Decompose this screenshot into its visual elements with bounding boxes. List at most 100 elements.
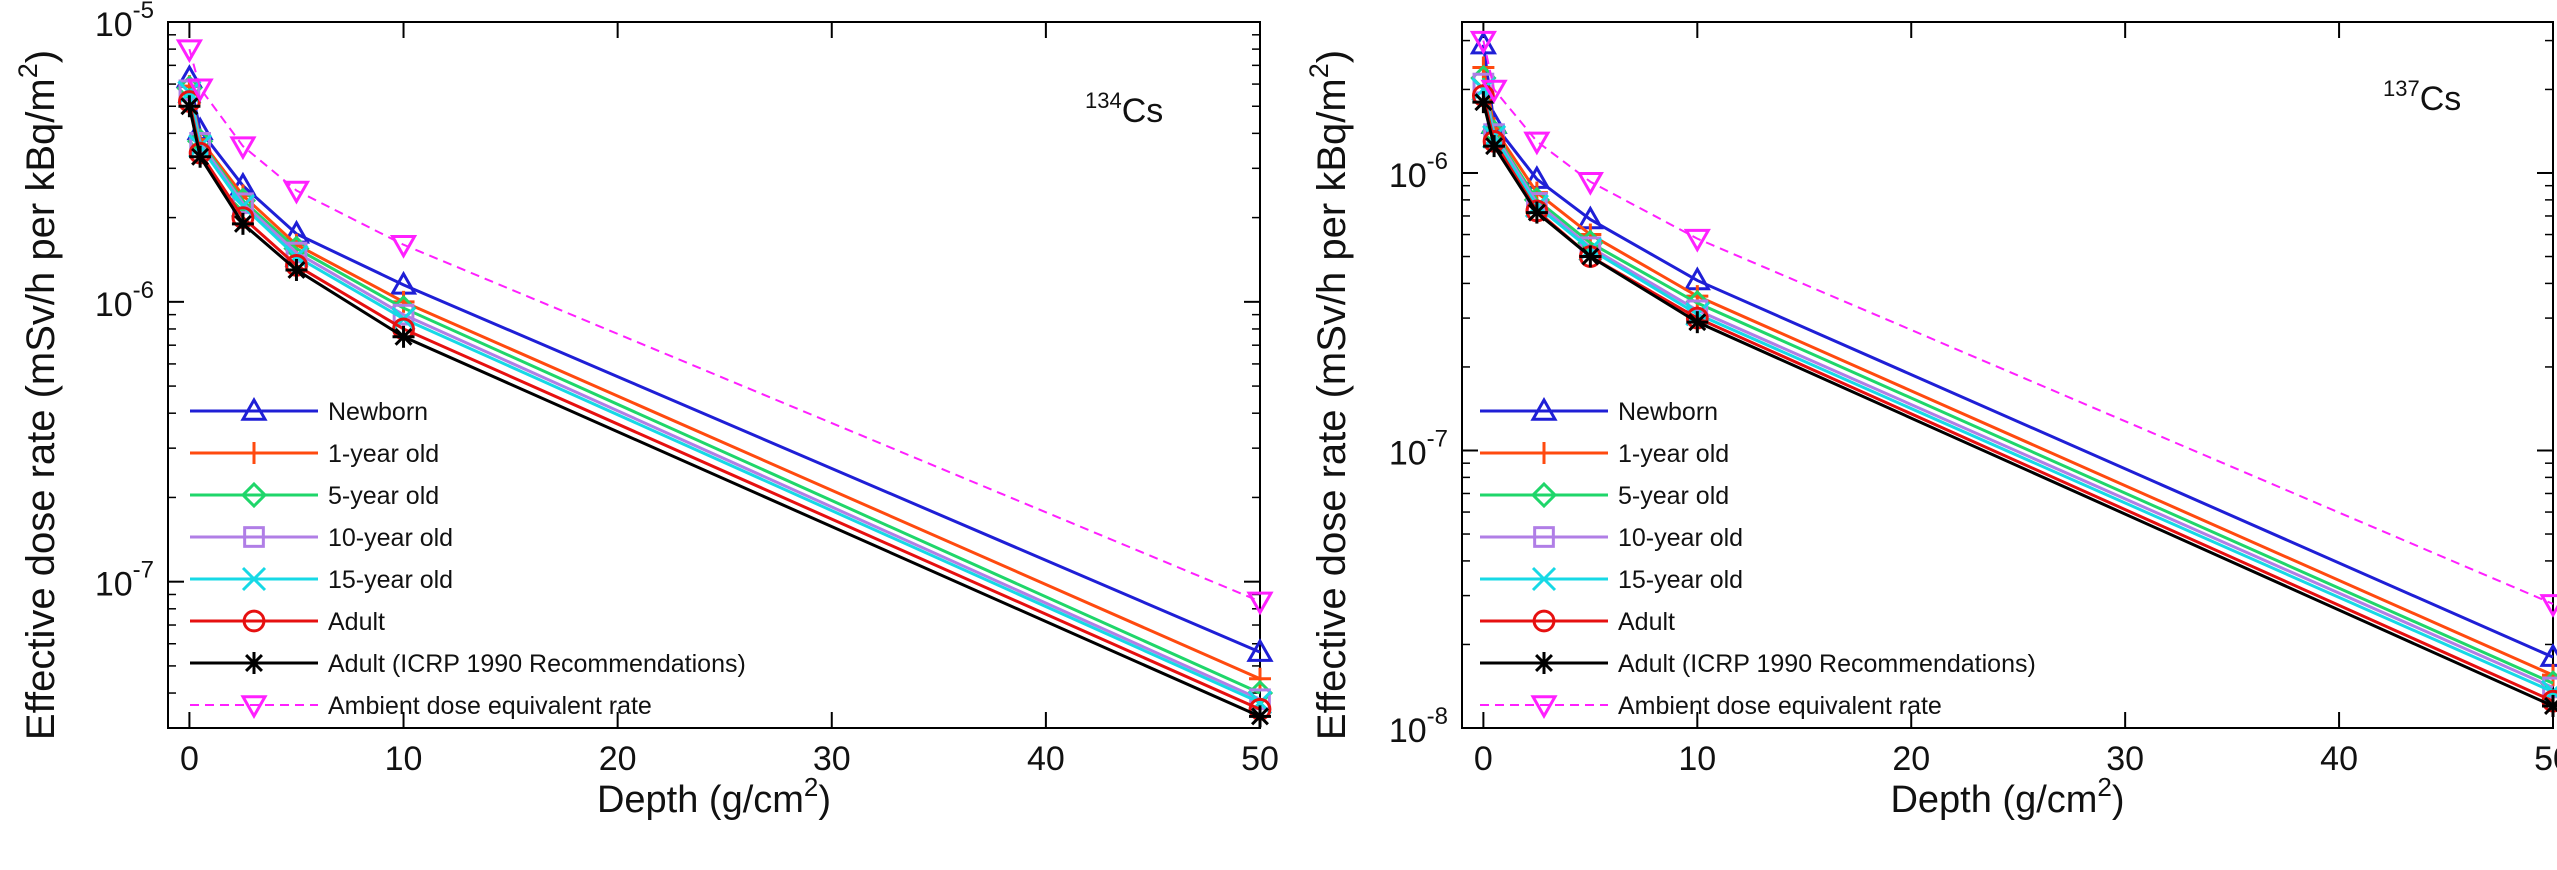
minor-ticks (1462, 39, 2553, 646)
y-tick-label: 10-7 (95, 557, 154, 604)
y-axis-title-text: Effective dose rate (mSv/h per kBq/m (1310, 78, 1354, 740)
plus-icon (243, 442, 265, 464)
legend-item: 15-year old (1480, 566, 1743, 594)
data-point-plus (1249, 667, 1271, 690)
series-8 (1469, 30, 2557, 618)
triangle-shape (186, 78, 214, 103)
x-b (1531, 566, 1557, 592)
triangle-shape (1530, 396, 1558, 421)
y-tick-exponent: -7 (1427, 425, 1448, 452)
x-axis-title-text: Depth (g/cm (1890, 779, 2097, 821)
ast-b (1251, 707, 1269, 726)
data-point-asterisk (1472, 91, 1495, 114)
x-icon (1531, 566, 1557, 592)
y-tick-exponent: -5 (133, 0, 154, 24)
y-axis-title: Effective dose rate (mSv/h per kBq/m2) (1304, 50, 1354, 740)
legend-label: Ambient dose equivalent rate (328, 692, 652, 720)
x-tick-label: 30 (2106, 740, 2144, 778)
triangle-shape (282, 180, 311, 205)
series-7 (178, 95, 1271, 728)
legend-label: 15-year old (328, 566, 453, 594)
series-line (188, 48, 1261, 603)
nuclide-symbol: Cs (2420, 80, 2462, 118)
nuclide-mass-number: 134 (1085, 88, 1122, 113)
x-axis-title-tail: ) (818, 779, 831, 821)
data-point-triangle-down (1246, 591, 1274, 616)
triangle-down-icon (240, 695, 268, 720)
x-tick-label: 20 (599, 740, 637, 778)
y-axis-title: Effective dose rate (mSv/h per kBq/m2) (13, 50, 63, 740)
circle-shape (242, 609, 266, 633)
data-point-asterisk (1525, 201, 1548, 224)
y-tick-exponent: -6 (1427, 148, 1448, 175)
diamond-shape (240, 481, 268, 509)
y-tick-base: 10 (1389, 434, 1427, 472)
data-point-triangle-down (175, 39, 203, 64)
y-tick-label: 10-6 (95, 277, 154, 324)
y-tick-label: 10-6 (1389, 148, 1448, 195)
x-axis-title-text: Depth (g/cm (597, 779, 804, 821)
ast-b (287, 260, 306, 279)
x-tick-label: 10 (1678, 740, 1716, 778)
legend-item: Ambient dose equivalent rate (190, 692, 652, 720)
data-point-triangle-up (1246, 638, 1274, 662)
triangle-shape (2539, 594, 2557, 618)
legend-label: 15-year old (1618, 566, 1743, 594)
triangle-down-icon (1530, 695, 1558, 720)
data-point-asterisk (285, 258, 308, 281)
legend-item: 10-year old (1480, 524, 1743, 552)
ast-b (233, 214, 252, 233)
legend-item: 15-year old (190, 566, 453, 594)
legend-item: Adult (190, 608, 385, 636)
data-point-asterisk (1249, 705, 1271, 728)
legend-label: 1-year old (328, 440, 439, 468)
ast-b (245, 654, 263, 672)
ast-b (2544, 699, 2557, 716)
data-point-triangle-down (1523, 131, 1551, 156)
data-point-asterisk (1579, 245, 1602, 268)
x-tick-label: 30 (813, 740, 851, 778)
x-tick-label: 50 (2534, 740, 2557, 778)
legend-item: 5-year old (190, 481, 439, 510)
y-tick-label: 10-8 (1389, 703, 1448, 750)
ast-b (191, 147, 210, 166)
legend-label: Adult (328, 608, 385, 636)
x-tick-label: 50 (1241, 740, 1279, 778)
ast-b (1485, 137, 1504, 156)
data-point-asterisk (189, 145, 212, 168)
triangle-shape (1576, 171, 1604, 196)
legend-item: 5-year old (1480, 481, 1729, 510)
legend-label: Ambient dose equivalent rate (1618, 692, 1942, 720)
diamond-shape (1530, 481, 1558, 509)
legend-label: 10-year old (328, 524, 453, 552)
data-point-triangle-down (186, 78, 214, 103)
diamond-icon (240, 481, 268, 509)
diamond-icon (1530, 481, 1558, 509)
x-axis-title: Depth (g/cm2) (597, 772, 831, 821)
x-axis-title-tail: ) (2112, 779, 2125, 821)
data-point-asterisk (392, 325, 415, 348)
ast-b (180, 97, 199, 116)
data-point-triangle-down (1576, 171, 1604, 196)
ast-b (1474, 93, 1493, 112)
legend-label: Newborn (328, 398, 428, 426)
legend-item: Adult (ICRP 1990 Recommendations) (1480, 650, 2036, 678)
triangle-up-icon (240, 396, 268, 421)
legend-item: 1-year old (1480, 440, 1729, 468)
nuclide-label: 137Cs (2383, 76, 2461, 118)
nuclide-label: 134Cs (1085, 88, 1163, 130)
y-tick-base: 10 (95, 566, 133, 604)
x-tick-label: 40 (1027, 740, 1065, 778)
square-icon (1533, 526, 1555, 548)
y-tick-exponent: -6 (133, 277, 154, 304)
data-point-triangle-down (1480, 79, 1508, 104)
series-7 (1472, 91, 2557, 718)
asterisk-icon (1533, 652, 1555, 674)
series-line (1482, 40, 2554, 605)
nuclide-symbol: Cs (1122, 92, 1164, 130)
circle-shape (1532, 609, 1556, 633)
x-tick-label: 0 (180, 740, 199, 778)
data-point-triangle-down (1469, 30, 1497, 55)
